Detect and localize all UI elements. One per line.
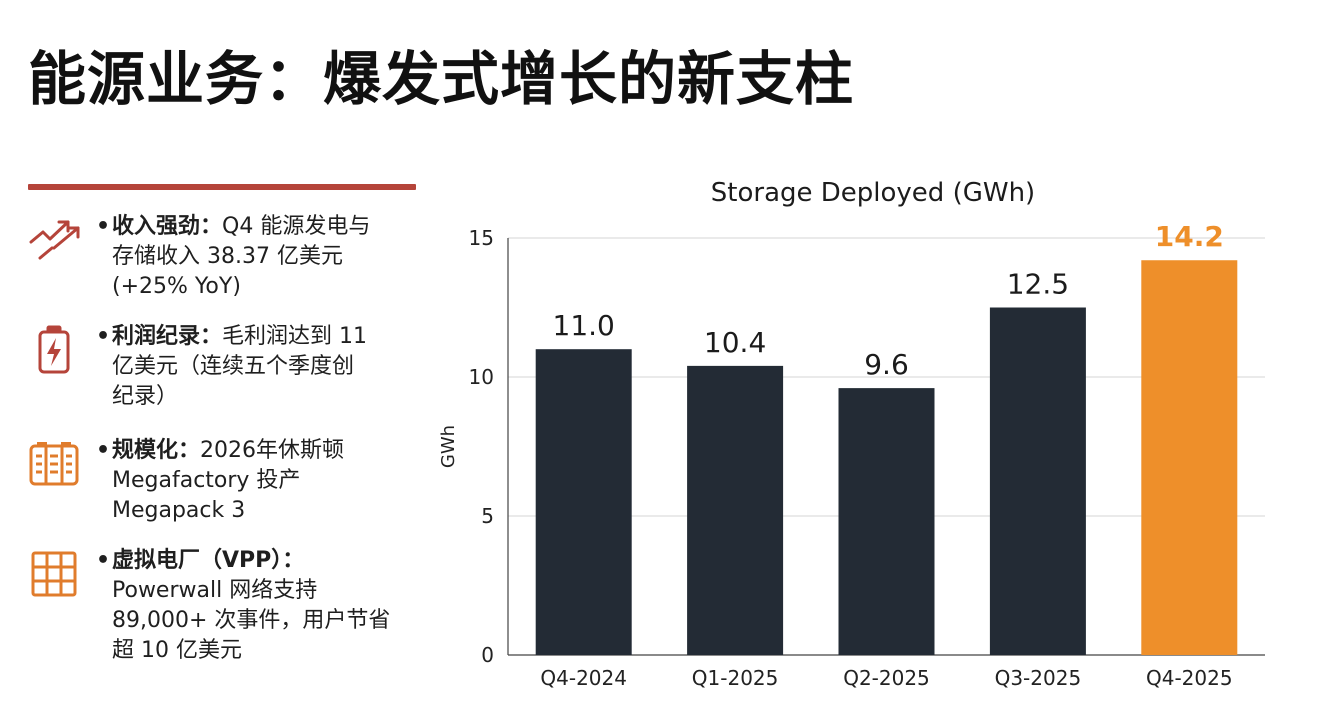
x-tick-label: Q4-2025 xyxy=(1146,666,1233,690)
x-tick-label: Q4-2024 xyxy=(540,666,627,690)
title-divider xyxy=(28,184,416,190)
solar-grid-icon xyxy=(28,548,80,600)
bar xyxy=(838,388,935,655)
y-tick-label: 15 xyxy=(469,226,494,250)
y-tick-label: 0 xyxy=(481,643,494,667)
bullet-vpp: • 虚拟电厂（VPP）： Powerwall 网络支持 89,000+ 次事件，… xyxy=(28,546,428,666)
bullet-label: 虚拟电厂（VPP）： xyxy=(112,548,305,573)
trend-up-arrows-icon xyxy=(28,214,80,266)
x-tick-label: Q3-2025 xyxy=(995,666,1082,690)
bar-value-label: 14.2 xyxy=(1155,220,1224,253)
bullet-label: 收入强劲： xyxy=(112,214,223,239)
bullet-scale: • 规模化：2026年休斯顿 Megafactory 投产 Megapack 3 xyxy=(28,436,428,546)
bullet-label: 规模化： xyxy=(112,438,201,463)
bullet-list: • 收入强劲：Q4 能源发电与 存储收入 38.37 亿美元 (+25% YoY… xyxy=(28,212,428,666)
y-axis-title: GWh xyxy=(438,425,459,468)
bar xyxy=(989,307,1086,655)
chart-title: Storage Deployed (GWh) xyxy=(710,178,1036,208)
bar-value-label: 9.6 xyxy=(864,348,909,381)
bar xyxy=(535,349,632,655)
bar-value-label: 12.5 xyxy=(1007,268,1069,301)
y-tick-label: 5 xyxy=(481,504,494,528)
x-tick-label: Q1-2025 xyxy=(692,666,779,690)
x-tick-label: Q2-2025 xyxy=(843,666,930,690)
bar xyxy=(1141,260,1238,655)
bar xyxy=(687,365,784,655)
megapack-icon xyxy=(28,438,80,490)
bar-value-label: 10.4 xyxy=(704,326,766,359)
bullet-revenue: • 收入强劲：Q4 能源发电与 存储收入 38.37 亿美元 (+25% YoY… xyxy=(28,212,428,322)
bullet-profit: • 利润纪录：毛利润达到 11 亿美元（连续五个季度创 纪录） xyxy=(28,322,428,436)
battery-bolt-icon xyxy=(28,324,80,376)
bar-value-label: 11.0 xyxy=(553,309,615,342)
y-tick-label: 10 xyxy=(469,365,494,389)
page-title: 能源业务：爆发式增长的新支柱 xyxy=(28,45,855,113)
bullet-label: 利润纪录： xyxy=(112,324,223,349)
